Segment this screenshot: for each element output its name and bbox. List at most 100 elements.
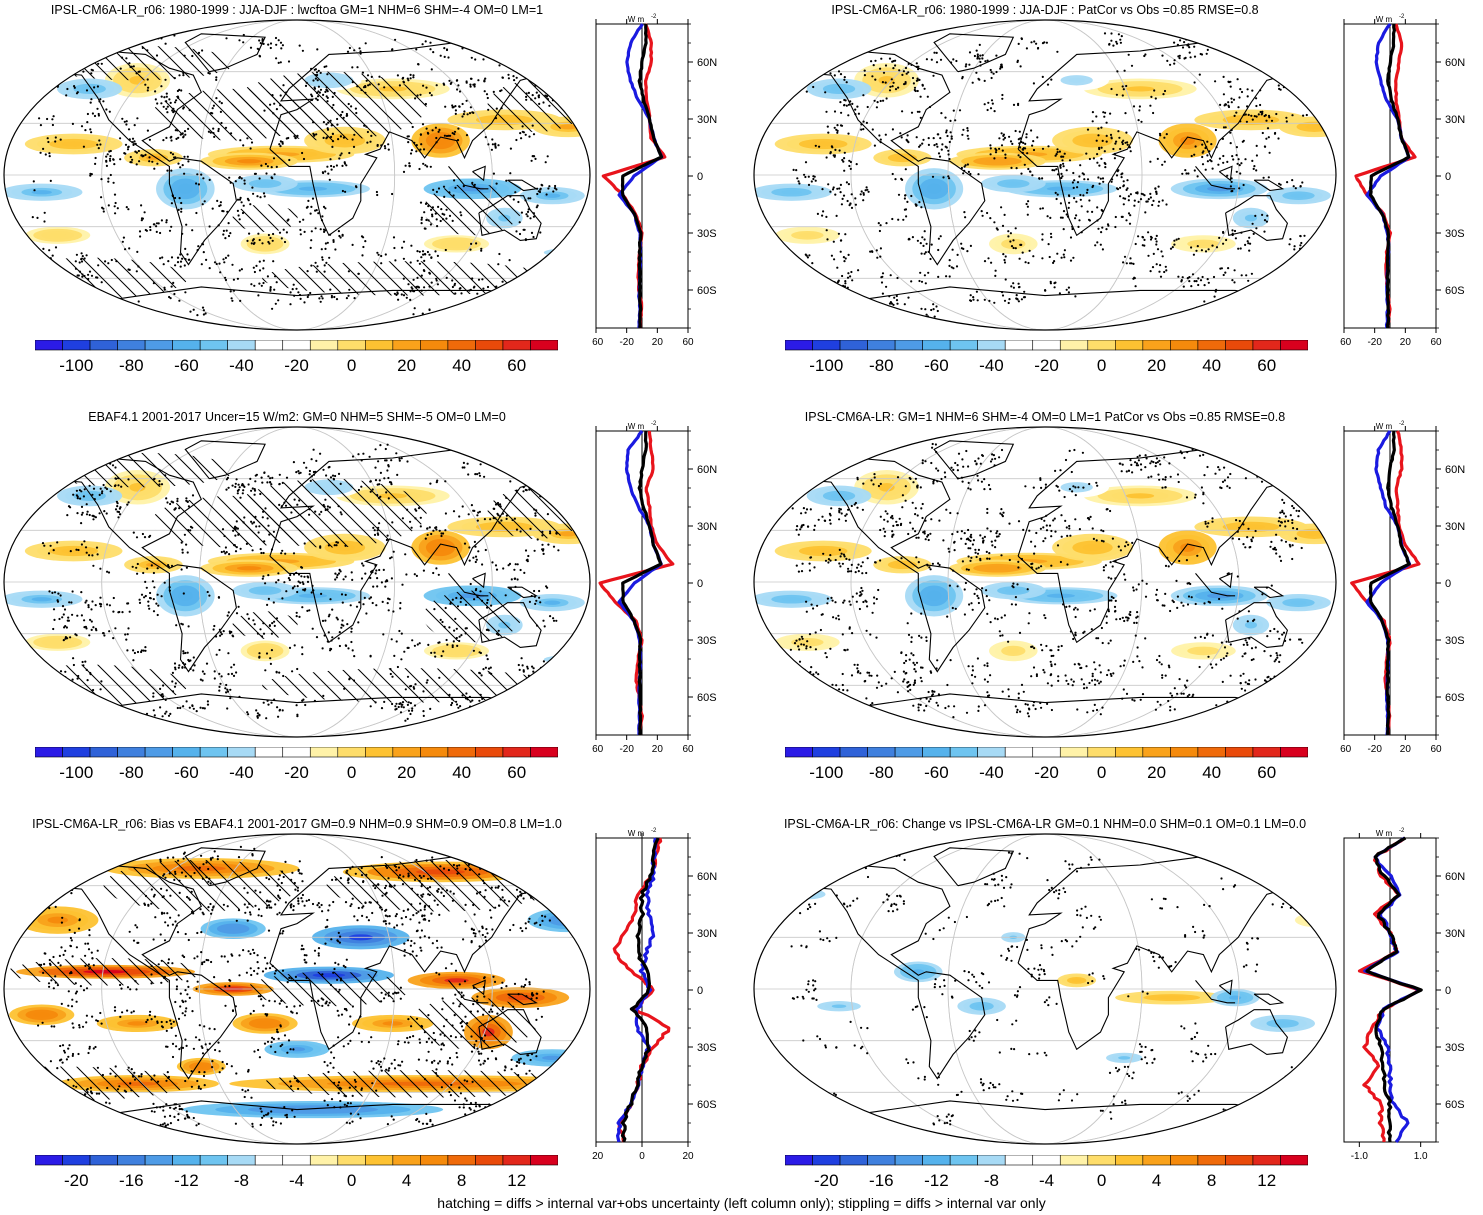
stipple-dot — [158, 480, 161, 483]
stipple-dot — [539, 231, 542, 234]
stipple-dot — [910, 612, 913, 615]
stipple-dot — [1041, 177, 1044, 180]
stipple-dot — [177, 256, 180, 259]
stipple-dot — [113, 301, 117, 304]
stipple-dot — [326, 73, 329, 76]
stipple-dot — [825, 110, 828, 113]
stipple-dot — [1260, 297, 1263, 300]
stipple-dot — [1001, 224, 1005, 227]
stipple-dot — [126, 503, 129, 506]
stipple-dot — [387, 148, 390, 151]
stipple-dot — [218, 628, 221, 631]
stipple-dot — [166, 105, 169, 108]
stipple-dot — [476, 519, 479, 522]
stipple-dot — [372, 585, 375, 588]
stipple-dot — [1289, 238, 1292, 241]
stipple-dot — [187, 658, 190, 662]
stipple-dot — [990, 71, 993, 74]
stipple-dot — [183, 533, 186, 536]
stipple-dot — [856, 105, 859, 108]
stipple-dot — [321, 258, 324, 261]
stipple-dot — [247, 483, 250, 486]
stipple-dot — [77, 548, 80, 552]
stipple-dot — [231, 299, 234, 302]
stipple-dot — [851, 279, 854, 282]
stipple-dot — [969, 488, 972, 491]
stipple-dot — [1248, 546, 1251, 549]
stipple-dot — [222, 233, 225, 236]
stipple-dot — [277, 299, 280, 302]
stipple-dot — [513, 79, 516, 82]
stipple-dot — [1022, 141, 1025, 144]
stipple-dot — [34, 684, 37, 687]
stipple-dot — [832, 240, 835, 243]
stipple-dot — [796, 177, 799, 180]
stipple-dot — [486, 601, 489, 604]
colorbar-swatch — [337, 747, 366, 758]
stipple-dot — [274, 302, 277, 305]
stipple-dot — [44, 83, 48, 86]
stipple-dot — [903, 197, 906, 200]
stipple-dot — [353, 297, 356, 300]
stipple-dot — [417, 286, 421, 289]
stipple-dot — [302, 157, 306, 161]
colorbar-swatch — [117, 340, 146, 351]
stipple-dot — [315, 270, 318, 273]
stipple-dot — [311, 584, 314, 587]
stipple-dot — [1100, 231, 1103, 234]
stipple-dot — [527, 197, 530, 200]
stipple-dot — [341, 164, 344, 167]
stipple-dot — [956, 530, 959, 533]
stipple-dot — [512, 198, 515, 201]
stipple-dot — [220, 121, 223, 125]
stipple-dot — [986, 59, 989, 62]
stipple-dot — [179, 265, 182, 268]
stipple-dot — [1010, 166, 1013, 169]
stipple-dot — [382, 633, 385, 636]
stipple-dot — [404, 688, 407, 691]
stipple-dot — [347, 294, 350, 297]
stipple-dot — [1288, 312, 1291, 315]
stipple-dot — [339, 511, 342, 514]
stipple-dot — [285, 590, 288, 593]
stipple-dot — [498, 252, 501, 256]
stipple-dot — [1129, 214, 1132, 217]
stipple-dot — [932, 303, 935, 306]
stipple-dot — [1222, 126, 1226, 129]
stipple-dot — [802, 507, 805, 510]
stipple-dot — [213, 624, 216, 628]
stipple-dot — [296, 590, 299, 594]
stipple-dot — [428, 526, 431, 529]
stipple-dot — [224, 276, 227, 279]
hatch-region — [232, 204, 298, 232]
stipple-dot — [128, 610, 131, 613]
stipple-dot — [313, 134, 316, 137]
stipple-dot — [178, 299, 181, 302]
stipple-dot — [426, 679, 429, 682]
stipple-dot — [849, 167, 852, 170]
stipple-dot — [348, 46, 351, 50]
field-blob — [298, 186, 328, 191]
stipple-dot — [339, 570, 342, 573]
stipple-dot — [1287, 45, 1290, 48]
stipple-dot — [800, 512, 803, 515]
field-blob — [878, 482, 895, 492]
stipple-dot — [275, 57, 278, 60]
stipple-dot — [1021, 148, 1024, 151]
map-panel — [753, 426, 1337, 738]
stipple-dot — [105, 487, 109, 491]
stipple-dot — [1257, 293, 1260, 296]
stipple-dot — [902, 670, 905, 673]
stipple-dot — [908, 237, 911, 240]
stipple-dot — [280, 505, 283, 508]
stipple-dot — [246, 613, 249, 616]
stipple-dot — [499, 89, 502, 93]
stipple-dot — [894, 59, 897, 62]
stipple-dot — [1235, 111, 1238, 114]
stipple-dot — [74, 633, 77, 636]
stipple-dot — [141, 46, 144, 49]
stipple-dot — [434, 212, 437, 215]
stipple-dot — [504, 442, 507, 445]
stipple-dot — [841, 158, 844, 162]
